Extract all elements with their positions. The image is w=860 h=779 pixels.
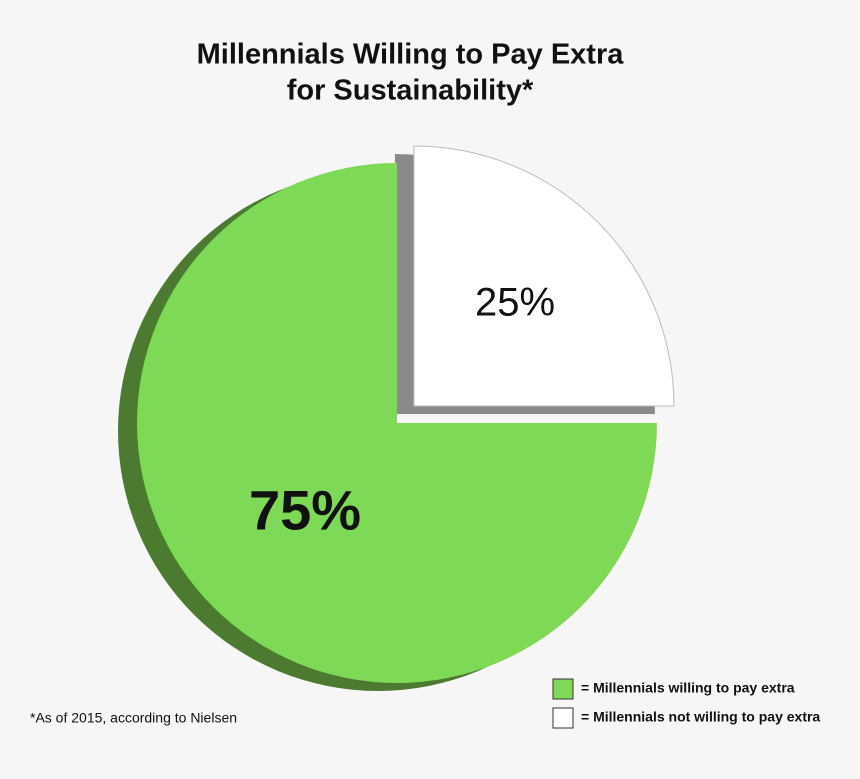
slices — [137, 145, 675, 683]
legend: = Millennials willing to pay extra = Mill… — [552, 678, 820, 729]
chart-title: Millennials Willing to Pay Extra — [197, 39, 625, 71]
legend-label: = Millennials not willing to pay extra — [581, 709, 820, 725]
value-label: 75% — [249, 479, 361, 542]
labels: 75% 25% — [249, 280, 555, 541]
chart-title: for Sustainability* — [287, 75, 534, 107]
footnote: *As of 2015, according to Nielsen — [30, 710, 237, 726]
value-label: 25% — [475, 280, 555, 324]
slice — [137, 163, 657, 683]
legend-swatch — [552, 678, 574, 700]
slice — [413, 145, 675, 407]
legend-label: = Millennials willing to pay extra — [581, 680, 795, 696]
legend-swatch — [552, 707, 574, 729]
